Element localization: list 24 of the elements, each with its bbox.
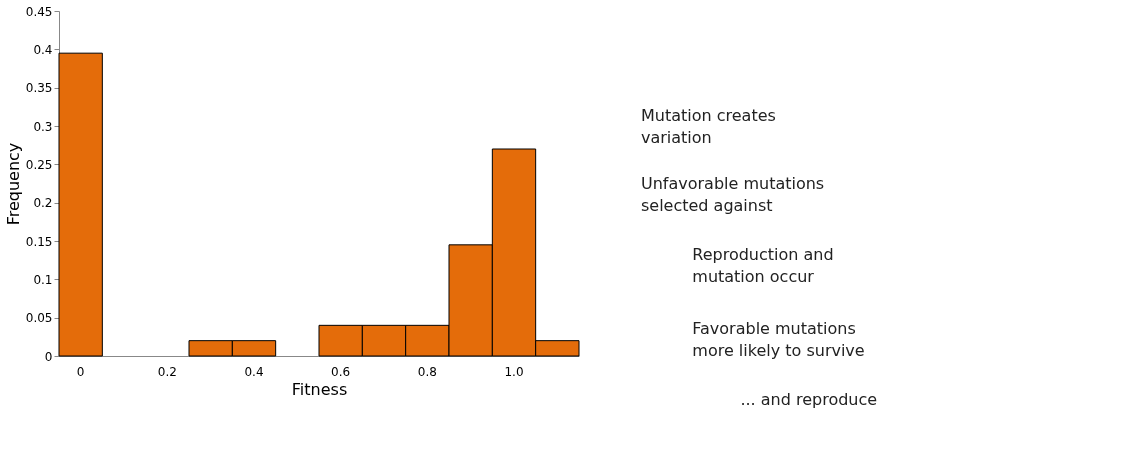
x-tick-label: 0 (76, 364, 85, 379)
y-tick-label: 0.25 (25, 157, 53, 172)
bar (58, 52, 103, 357)
x-tick-label: 0.8 (417, 364, 437, 379)
y-tick-label: 0.3 (33, 119, 53, 134)
y-tick-label: 0.4 (33, 42, 53, 57)
x-tick-label: 1.0 (504, 364, 524, 379)
y-axis-title: Frequency (3, 142, 23, 226)
y-tick-label: 0 (44, 349, 53, 364)
text: Favorable mutations more likely to survive (692, 319, 865, 361)
y-tick-label: 0.15 (25, 234, 53, 249)
text: ... and reproduce (740, 390, 878, 410)
y-tick-label: 0.45 (25, 4, 53, 19)
y-tick-label: 0.05 (25, 311, 53, 326)
y-tick-label: 0.1 (33, 272, 53, 287)
x-tick-label: 0.2 (157, 364, 177, 379)
x-tick-label: 0.6 (331, 364, 351, 379)
y-tick-label: 0.35 (25, 81, 53, 96)
y-tick-label: 0.2 (33, 196, 53, 211)
x-axis-title: Fitness (291, 379, 348, 399)
text: Mutation creates variation (640, 105, 776, 147)
text: Unfavorable mutations selected against (640, 173, 825, 215)
text: Reproduction and mutation occur (692, 244, 834, 286)
x-tick-label: 0.4 (244, 364, 264, 379)
